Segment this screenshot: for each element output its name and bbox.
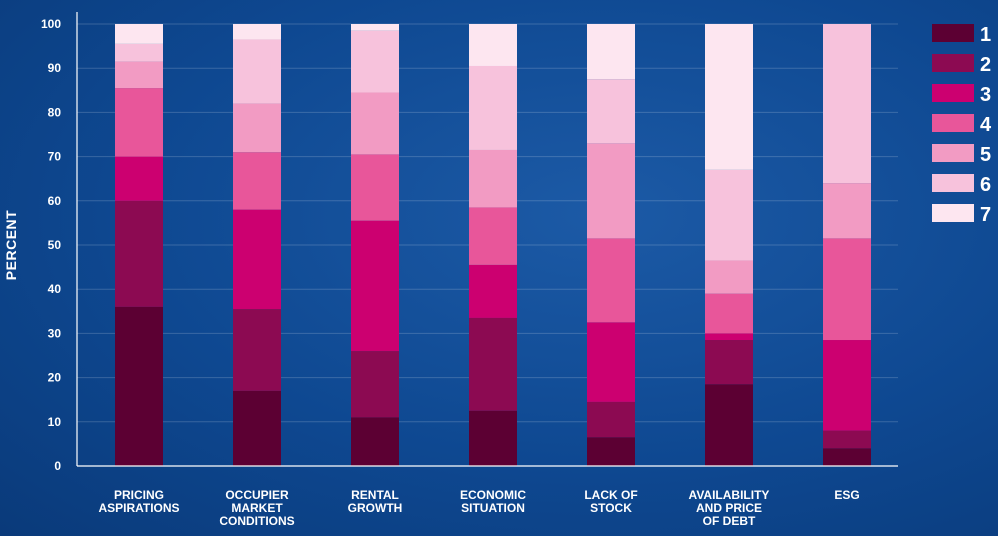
bar-segment-5 <box>115 61 163 89</box>
legend-label: 3 <box>980 84 991 106</box>
bar-segment-1 <box>587 437 635 466</box>
bar-segment-2 <box>587 401 635 438</box>
bar-segment-5 <box>469 149 517 208</box>
bar-segment-1 <box>705 384 753 466</box>
bar-segment-3 <box>115 156 163 201</box>
bar-segment-6 <box>233 39 281 104</box>
bar-segment-2 <box>469 317 517 411</box>
bar-segment-4 <box>823 238 871 341</box>
bar-segment-1 <box>469 410 517 466</box>
axes <box>76 12 898 467</box>
bar-segment-4 <box>351 154 399 221</box>
bar-segment-6 <box>823 24 871 184</box>
bar-segment-5 <box>823 183 871 239</box>
bar-segment-5 <box>705 260 753 294</box>
bar-segment-3 <box>351 220 399 352</box>
bar-segment-6 <box>351 30 399 93</box>
legend-swatch-2 <box>932 54 974 72</box>
bar-segment-3 <box>469 264 517 318</box>
y-tick-label: 50 <box>48 238 62 252</box>
bars <box>115 24 871 466</box>
legend-label: 2 <box>980 54 991 76</box>
x-category-label: RENTAL GROWTH <box>348 488 403 515</box>
bar-segment-2 <box>351 351 399 418</box>
bar-segment-3 <box>705 333 753 341</box>
bar-segment-4 <box>469 207 517 265</box>
bar-segment-6 <box>705 169 753 261</box>
x-category-label: PRICING ASPIRATIONS <box>98 488 179 515</box>
legend-swatch-6 <box>932 174 974 192</box>
bar-segment-3 <box>587 322 635 402</box>
bar-segment-4 <box>115 88 163 157</box>
bar-segment-2 <box>115 200 163 307</box>
bar-segment-6 <box>587 79 635 144</box>
bar-segment-5 <box>587 143 635 239</box>
bar-segment-4 <box>705 293 753 334</box>
bar-segment-1 <box>233 390 281 466</box>
legend-label: 6 <box>980 174 991 196</box>
bar-segment-7 <box>233 24 281 40</box>
legend-label: 5 <box>980 144 991 166</box>
x-category-label: ECONOMIC SITUATION <box>460 488 526 515</box>
x-category-label: ESG <box>834 488 859 502</box>
y-tick-label: 20 <box>48 371 62 385</box>
bar-segment-2 <box>823 430 871 449</box>
bar-segment-5 <box>233 103 281 153</box>
bar-segment-3 <box>233 209 281 310</box>
bar-segment-1 <box>823 448 871 466</box>
y-tick-label: 40 <box>48 282 62 296</box>
y-tick-label: 10 <box>48 415 62 429</box>
x-category-labels: PRICING ASPIRATIONS OCCUPIER MARKET CONDITIO… <box>98 488 859 528</box>
x-category-label: OCCUPIER MARKET CONDITIONS <box>219 488 294 528</box>
legend-label: 7 <box>980 204 991 226</box>
x-category-label: LACK OF STOCK <box>584 488 637 515</box>
y-tick-label: 30 <box>48 326 62 340</box>
bar-segment-5 <box>351 92 399 155</box>
bar-segment-2 <box>233 309 281 391</box>
bar-segment-7 <box>587 24 635 80</box>
y-tick-label: 0 <box>54 459 61 473</box>
bar-segment-7 <box>469 24 517 66</box>
y-tick-label: 80 <box>48 105 62 119</box>
bar-segment-7 <box>705 24 753 170</box>
y-axis-label: PERCENT <box>3 210 19 280</box>
legend: 1 2 3 4 5 6 7 <box>932 24 992 226</box>
bar-segment-6 <box>115 43 163 62</box>
bar-segment-6 <box>469 65 517 150</box>
legend-label: 1 <box>980 24 991 46</box>
bar-segment-4 <box>233 152 281 210</box>
bar-segment-1 <box>115 306 163 466</box>
legend-swatch-4 <box>932 114 974 132</box>
bar-segment-1 <box>351 417 399 466</box>
bar-segment-7 <box>351 24 399 31</box>
bar-segment-7 <box>115 24 163 44</box>
bar-segment-4 <box>587 238 635 323</box>
bar-segment-3 <box>823 340 871 431</box>
legend-swatch-1 <box>932 24 974 42</box>
y-tick-label: 60 <box>48 194 62 208</box>
legend-swatch-7 <box>932 204 974 222</box>
legend-swatch-3 <box>932 84 974 102</box>
y-tick-label: 100 <box>41 17 61 31</box>
y-tick-label: 90 <box>48 61 62 75</box>
legend-label: 4 <box>980 114 992 136</box>
y-tick-label: 70 <box>48 150 62 164</box>
legend-swatch-5 <box>932 144 974 162</box>
bar-segment-2 <box>705 340 753 385</box>
x-category-label: AVAILABILITY AND PRICE OF DEBT <box>689 488 770 528</box>
y-tick-labels: 0 10 20 30 40 50 60 70 80 90 100 <box>41 17 61 473</box>
